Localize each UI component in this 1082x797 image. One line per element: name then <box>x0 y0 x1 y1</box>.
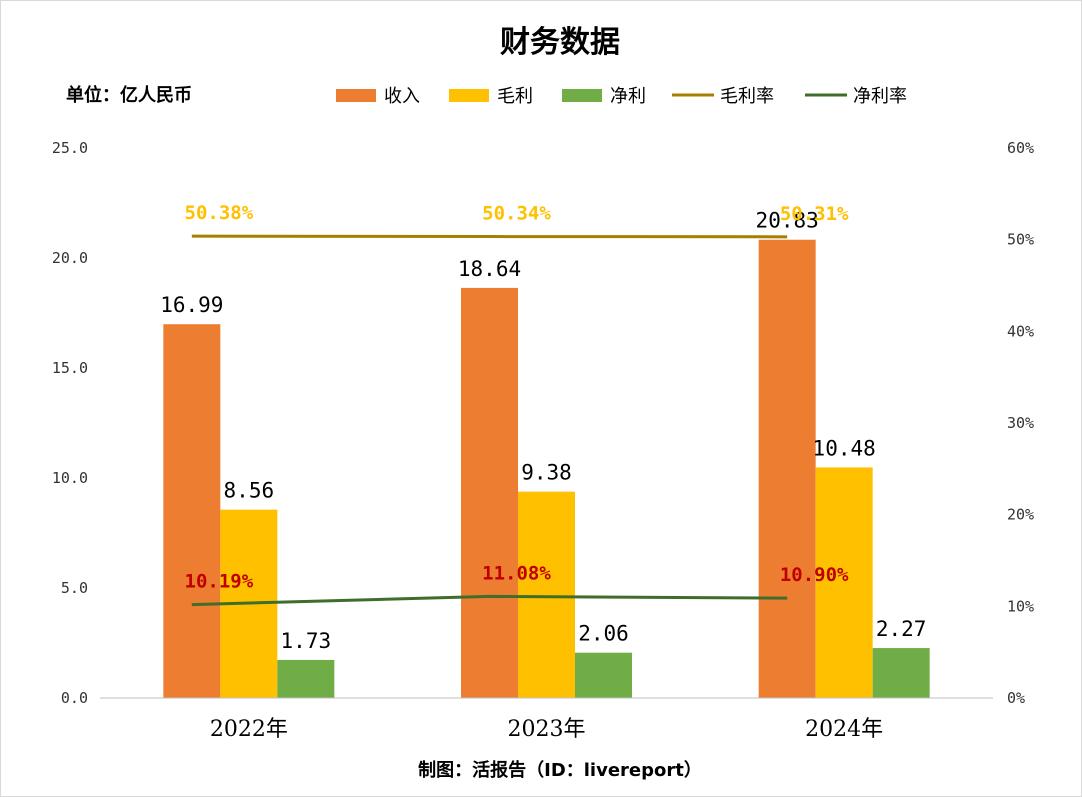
bar-毛利-2023年 <box>518 491 575 698</box>
x-tick-label: 2023年 <box>508 717 586 742</box>
x-axis-ticks: 2022年 2023年 2024年 <box>210 717 883 742</box>
y-left-tick-label: 5.0 <box>61 579 88 597</box>
legend-label: 净利 <box>610 86 646 107</box>
left-y-axis: 0.0 5.0 10.0 15.0 20.0 25.0 <box>52 139 88 707</box>
y-left-tick-label: 25.0 <box>52 139 88 157</box>
bar-data-label: 2.27 <box>876 617 927 641</box>
line-data-label: 10.90% <box>780 564 849 586</box>
legend-swatch <box>336 89 376 102</box>
bar-data-label: 16.99 <box>160 293 223 317</box>
x-tick-label: 2022年 <box>210 717 288 742</box>
y-right-tick-label: 40% <box>1007 322 1034 340</box>
y-left-tick-label: 15.0 <box>52 359 88 377</box>
x-tick-label: 2024年 <box>805 717 883 742</box>
bar-收入-2022年 <box>163 324 221 698</box>
y-left-tick-label: 20.0 <box>52 249 88 267</box>
bar-data-label: 8.56 <box>224 479 275 503</box>
line-data-label: 50.34% <box>482 203 551 225</box>
rate-lines: 50.38% 50.34% 50.31% 10.19% 11.08% 10.90% <box>185 202 849 607</box>
line-data-label: 11.08% <box>482 562 551 584</box>
y-right-tick-label: 0% <box>1007 689 1025 707</box>
bar-收入-2023年 <box>461 287 518 698</box>
bar-毛利-2024年 <box>815 467 873 698</box>
line-净利率 <box>191 594 788 607</box>
bar-data-label: 9.38 <box>521 461 572 485</box>
bar-data-label: 18.64 <box>458 257 521 281</box>
legend-label: 收入 <box>384 86 420 107</box>
y-right-tick-label: 20% <box>1007 506 1034 524</box>
bar-净利-2023年 <box>575 652 632 698</box>
y-left-tick-label: 0.0 <box>61 689 88 707</box>
y-right-tick-label: 10% <box>1007 597 1034 615</box>
footer-credit: 制图：活报告（ID：livereport） <box>418 759 702 781</box>
bar-收入-2024年 <box>758 239 816 699</box>
bar-净利-2024年 <box>872 648 930 698</box>
line-data-label: 50.38% <box>185 202 254 224</box>
bar-data-label: 10.48 <box>813 436 876 460</box>
y-right-tick-label: 60% <box>1007 139 1034 157</box>
bar-data-label: 2.06 <box>578 622 629 646</box>
unit-label: 单位：亿人民币 <box>66 84 192 106</box>
bar-data-label: 20.83 <box>756 209 819 233</box>
line-data-label: 50.31% <box>780 203 849 225</box>
y-right-tick-label: 50% <box>1007 231 1034 249</box>
legend-label: 毛利率 <box>720 86 774 107</box>
bar-data-label: 1.73 <box>281 629 332 653</box>
line-data-label: 10.19% <box>185 571 254 593</box>
line-毛利率 <box>191 234 788 239</box>
chart-title: 财务数据 <box>500 25 620 60</box>
legend-swatch <box>562 89 602 102</box>
y-right-tick-label: 30% <box>1007 414 1034 432</box>
right-y-axis: 0% 10% 20% 30% 40% 50% 60% <box>1007 139 1034 707</box>
legend-label: 净利率 <box>853 86 907 107</box>
bar-净利-2022年 <box>277 659 335 698</box>
legend: 收入 毛利 净利 毛利率 净利率 <box>336 86 907 107</box>
y-left-tick-label: 10.0 <box>52 469 88 487</box>
bar-series: 16.99 18.64 20.83 8.56 9.38 10.48 1.73 2.06 2.27 <box>160 209 930 699</box>
legend-swatch <box>449 89 489 102</box>
legend-label: 毛利 <box>497 86 533 107</box>
